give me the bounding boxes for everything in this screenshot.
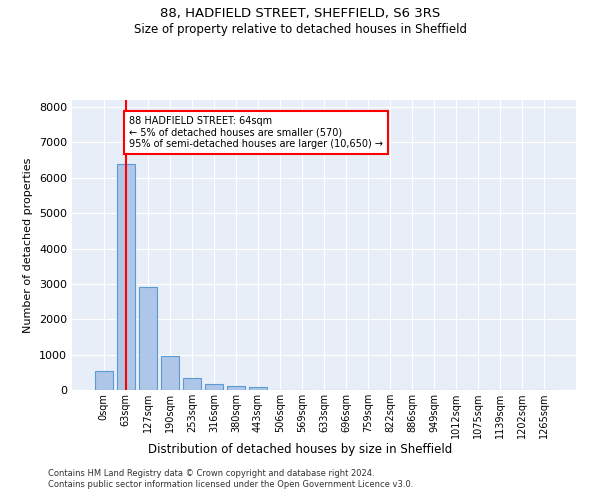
Bar xyxy=(161,356,179,390)
Bar xyxy=(183,378,200,390)
Text: 88 HADFIELD STREET: 64sqm
← 5% of detached houses are smaller (570)
95% of semi-: 88 HADFIELD STREET: 64sqm ← 5% of detach… xyxy=(129,116,383,149)
Text: 88, HADFIELD STREET, SHEFFIELD, S6 3RS: 88, HADFIELD STREET, SHEFFIELD, S6 3RS xyxy=(160,8,440,20)
Bar xyxy=(117,164,134,390)
Text: Contains public sector information licensed under the Open Government Licence v3: Contains public sector information licen… xyxy=(48,480,413,489)
Bar xyxy=(227,386,245,390)
Bar xyxy=(95,370,113,390)
Text: Distribution of detached houses by size in Sheffield: Distribution of detached houses by size … xyxy=(148,442,452,456)
Bar xyxy=(139,286,157,390)
Text: Contains HM Land Registry data © Crown copyright and database right 2024.: Contains HM Land Registry data © Crown c… xyxy=(48,468,374,477)
Bar xyxy=(249,388,267,390)
Text: Size of property relative to detached houses in Sheffield: Size of property relative to detached ho… xyxy=(133,22,467,36)
Bar xyxy=(205,384,223,390)
Y-axis label: Number of detached properties: Number of detached properties xyxy=(23,158,34,332)
